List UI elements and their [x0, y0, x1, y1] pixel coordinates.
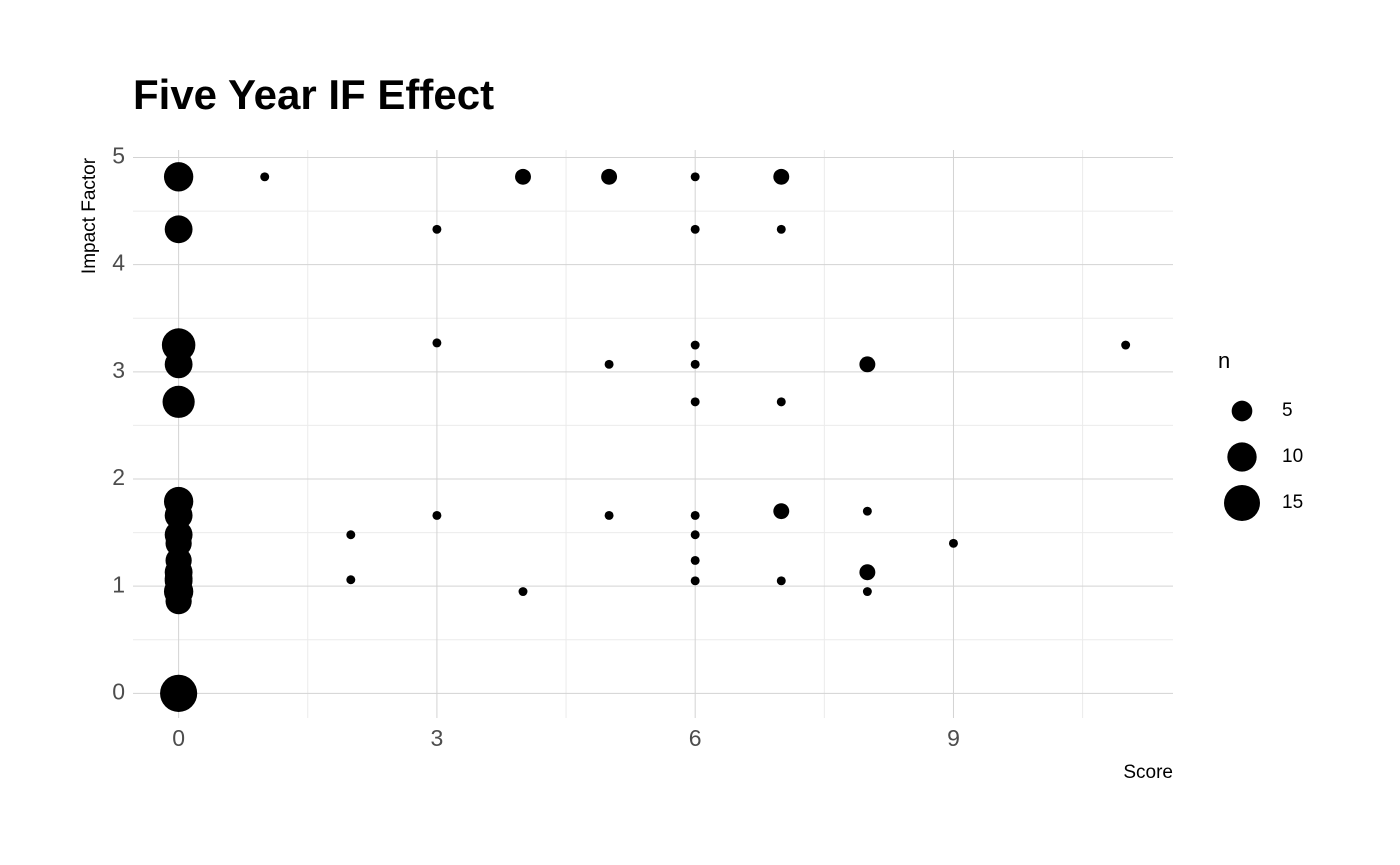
point — [604, 510, 614, 520]
point — [859, 356, 876, 373]
legend-label: 15 — [1282, 492, 1303, 513]
y-tick-label: 0 — [112, 678, 125, 704]
point — [859, 564, 876, 581]
point — [432, 338, 442, 348]
point — [1121, 340, 1131, 350]
legend-label: 10 — [1282, 446, 1303, 467]
y-tick-label: 4 — [112, 250, 125, 276]
y-tick-label: 3 — [112, 357, 125, 383]
legend-key — [1224, 485, 1260, 521]
point — [690, 530, 700, 540]
point — [690, 397, 700, 407]
y-tick-label: 5 — [112, 143, 125, 169]
point — [515, 168, 531, 185]
x-tick-label: 9 — [947, 725, 960, 751]
chart-title: Five Year IF Effect — [133, 71, 494, 118]
point — [690, 576, 700, 586]
point — [948, 538, 958, 548]
point — [776, 397, 786, 407]
legend-key — [1227, 442, 1257, 472]
point — [164, 350, 193, 379]
point — [163, 162, 194, 192]
legend-label: 5 — [1282, 400, 1293, 421]
point — [164, 215, 193, 244]
y-tick-label: 1 — [112, 571, 125, 597]
point — [862, 506, 872, 516]
point — [165, 588, 192, 615]
legend-key — [1231, 400, 1253, 422]
point — [862, 587, 872, 597]
point — [690, 340, 700, 350]
point — [776, 224, 786, 234]
point — [346, 530, 356, 540]
point — [690, 555, 700, 565]
y-axis-title: Impact Factor — [79, 157, 100, 274]
point — [776, 576, 786, 586]
x-axis-title: Score — [1123, 762, 1173, 783]
point — [518, 587, 528, 597]
legend-title: n — [1218, 348, 1230, 373]
x-tick-label: 0 — [172, 725, 185, 751]
point — [432, 224, 442, 234]
y-tick-label: 2 — [112, 464, 125, 490]
point — [432, 510, 442, 520]
point — [346, 575, 356, 585]
point — [162, 385, 195, 418]
point — [164, 501, 193, 530]
point — [604, 359, 614, 369]
x-tick-label: 6 — [689, 725, 702, 751]
point — [260, 172, 270, 182]
point — [601, 168, 618, 185]
point — [773, 503, 790, 520]
x-tick-label: 3 — [431, 725, 444, 751]
point — [690, 224, 700, 234]
point — [773, 168, 790, 185]
point — [690, 510, 700, 520]
point — [690, 172, 700, 182]
point — [690, 359, 700, 369]
point — [160, 674, 198, 712]
